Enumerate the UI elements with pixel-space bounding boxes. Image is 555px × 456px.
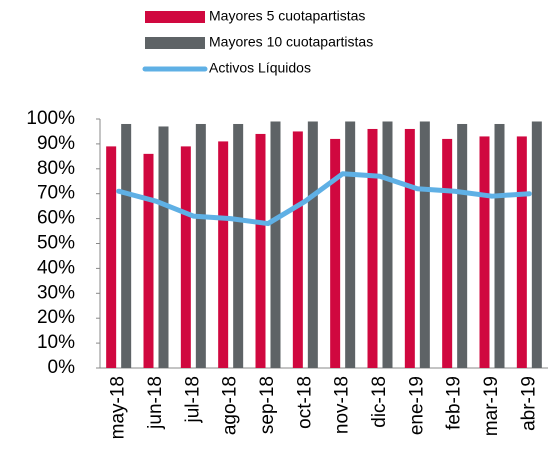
bar [330,138,341,368]
bar [367,128,378,368]
bar [531,121,542,369]
bar [218,141,229,368]
x-tick-label: feb-19 [444,376,465,430]
x-tick-label: oct-18 [294,376,315,429]
y-tick-label: 90% [37,133,75,154]
bar [382,121,393,369]
legend-swatch [145,11,205,23]
legend-swatch [145,37,205,49]
y-tick-label: 40% [37,257,75,278]
x-tick-label: sep-18 [257,376,278,434]
y-tick-label: 60% [37,208,75,229]
legend-label: Activos Líquidos [209,60,311,76]
x-tick-label: ene-19 [406,376,427,435]
y-tick-label: 70% [37,183,75,204]
bar [121,123,132,368]
bar [255,133,266,368]
y-tick-label: 30% [37,282,75,303]
x-tick-label: jun-18 [145,376,166,430]
x-tick-label: dic-18 [369,376,390,428]
bar [457,123,468,368]
bar [516,136,527,368]
bar [233,123,244,368]
bar [270,121,281,369]
bar [479,136,490,368]
x-tick-label: nov-18 [332,376,353,434]
legend-label: Mayores 10 cuotapartistas [209,34,373,50]
x-tick-label: abr-19 [518,376,539,431]
bar [143,153,154,368]
x-tick-label: ago-18 [220,376,241,435]
line [116,171,532,227]
bar [158,126,169,368]
y-tick-label: 80% [37,158,75,179]
legend-label: Mayores 5 cuotapartistas [209,8,365,24]
bar [345,121,356,369]
x-tick-label: mar-19 [481,376,502,436]
bar [292,131,303,368]
y-tick-label: 50% [37,233,75,254]
y-tick-label: 20% [37,307,75,328]
bar [419,121,430,369]
y-tick-label: 100% [26,108,75,129]
y-tick-label: 0% [48,357,76,378]
x-tick-label: may-18 [108,376,129,439]
bar [180,146,191,368]
bar [195,123,206,368]
bar [494,123,505,368]
x-tick-label: jul-18 [182,376,203,423]
bar [106,146,117,368]
bar [442,138,453,368]
bar [404,128,415,368]
y-tick-label: 10% [37,332,75,353]
bar [307,121,318,369]
